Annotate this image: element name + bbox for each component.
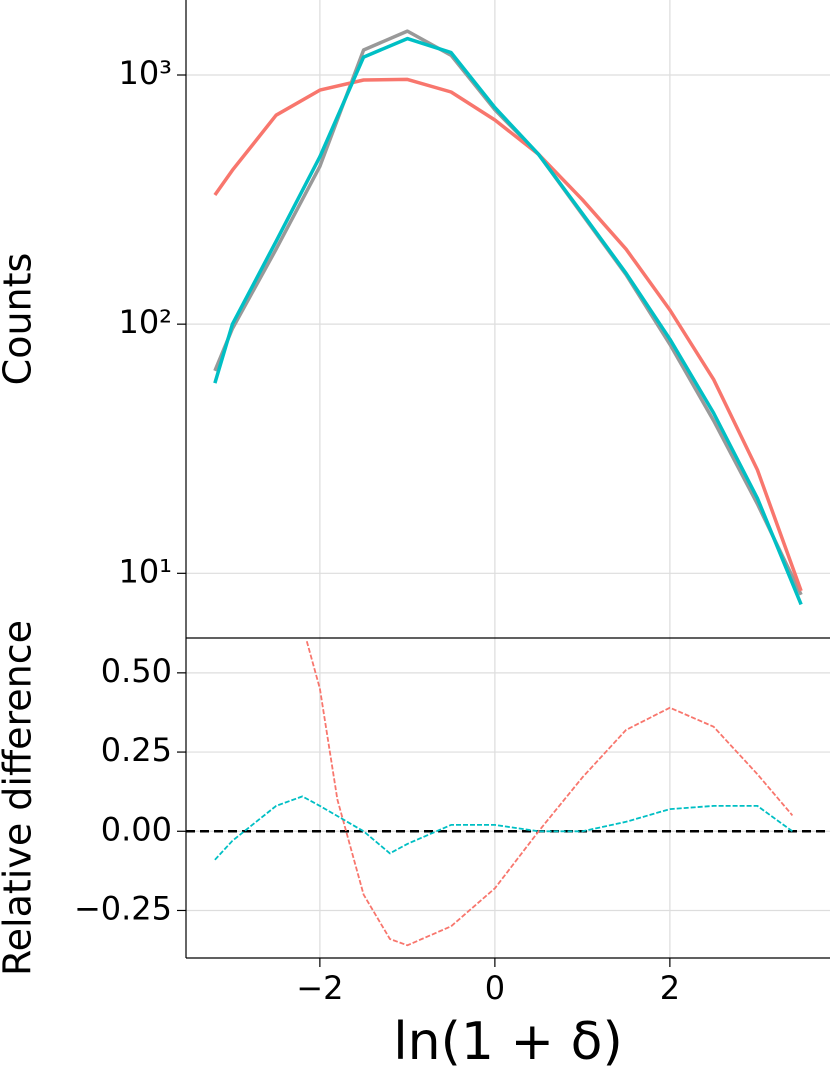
y-tick-label: 10² [118, 303, 172, 341]
series-line [213, 29, 803, 596]
y-tick-label: −0.25 [74, 889, 172, 927]
y-axis-label: Counts [0, 253, 40, 386]
x-tick-label: 2 [660, 969, 680, 1007]
y-axis-label: Relative difference [0, 620, 40, 976]
y-tick-label: 0.50 [101, 652, 172, 690]
series-line [305, 640, 794, 947]
y-tick-label: 10¹ [118, 552, 172, 590]
series-line [213, 36, 803, 606]
y-tick-label: 0.00 [101, 810, 172, 848]
y-tick-label: 10³ [118, 54, 172, 92]
series-line [213, 77, 803, 592]
y-tick-label: 0.25 [101, 731, 172, 769]
x-axis-label: ln(1 + δ) [393, 1012, 623, 1072]
x-tick-label: 0 [485, 969, 505, 1007]
series-line [214, 795, 793, 861]
x-tick-label: −2 [296, 969, 343, 1007]
